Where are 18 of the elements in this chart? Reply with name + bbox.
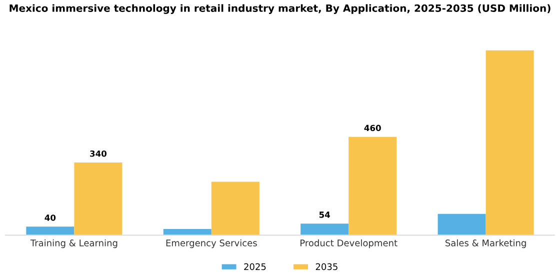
data-label: 40 [44, 214, 56, 221]
x-tick-label: Emergency Services [166, 239, 257, 248]
bar [211, 182, 260, 236]
bar [438, 214, 486, 236]
data-label: 54 [319, 212, 330, 218]
x-tick-label: Training & Learning [30, 239, 118, 248]
bar [300, 224, 349, 236]
bar [26, 226, 74, 236]
bar [74, 162, 122, 236]
chart-title: Mexico immersive technology in retail industry market, By Application, 2025-2035 (USD Million) [10, 4, 550, 14]
legend-label: 2025 [244, 263, 266, 270]
bar [486, 50, 534, 236]
x-tick-label: Sales & Marketing [445, 239, 526, 248]
legend-label: 2035 [316, 263, 338, 270]
x-tick-label: Product Development [300, 239, 398, 248]
bar [348, 136, 397, 236]
data-label: 460 [364, 124, 381, 132]
data-label: 340 [90, 150, 107, 157]
